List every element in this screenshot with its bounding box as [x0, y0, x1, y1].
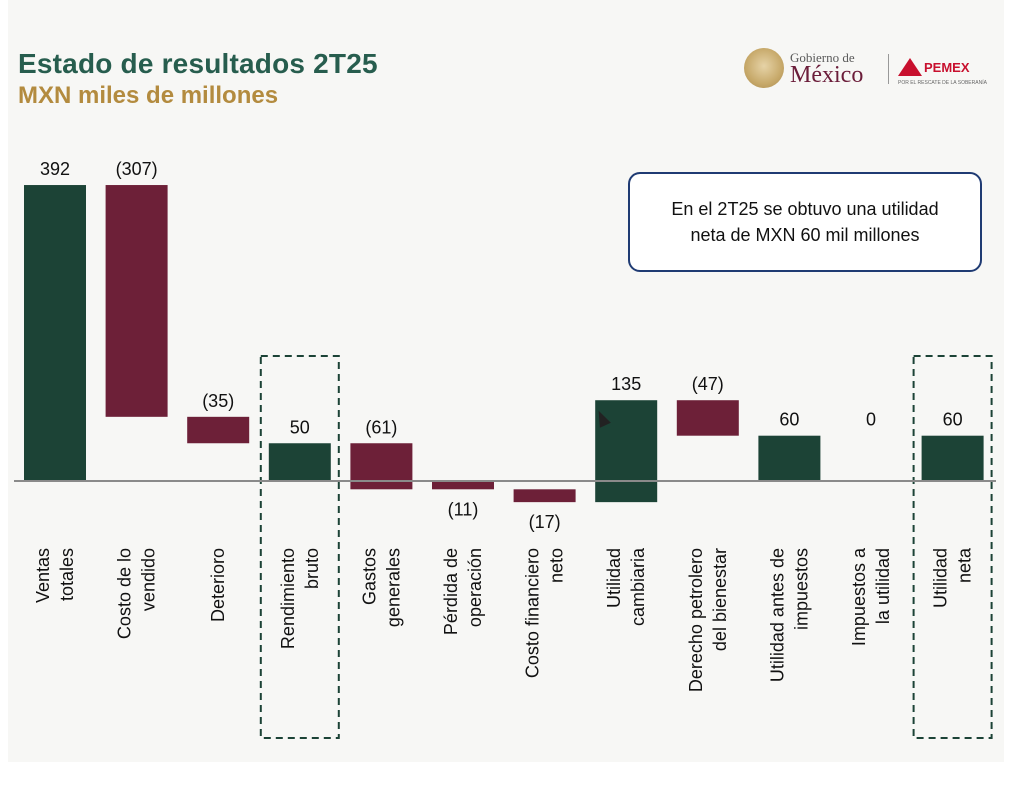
category-label-4: Gastos generales — [359, 548, 403, 627]
data-label-4: (61) — [365, 417, 397, 437]
category-label-line: Derecho petrolero — [686, 548, 706, 692]
category-label-line: del bienestar — [710, 548, 730, 651]
callout-box: En el 2T25 se obtuvo una utilidad neta d… — [628, 172, 982, 272]
bar-1 — [105, 185, 168, 417]
highlight-box-3 — [259, 355, 340, 739]
category-label-line: neto — [547, 548, 567, 583]
data-label-6: (17) — [529, 512, 561, 532]
bar-9 — [758, 435, 821, 481]
category-label-1: Costo de lo vendido — [115, 548, 159, 639]
pemex-label: PEMEX — [924, 60, 970, 75]
category-label-line: vendido — [139, 548, 159, 611]
category-label-line: neta — [955, 547, 975, 583]
highlight-box-11 — [912, 355, 993, 739]
category-label-line: Costo financiero — [523, 548, 543, 678]
category-label-line: Pérdida de — [441, 548, 461, 635]
screen-frame-left — [0, 0, 8, 800]
bar-5 — [432, 481, 494, 490]
data-label-10: 0 — [866, 410, 876, 430]
data-label-0: 392 — [40, 159, 70, 179]
category-label-line: cambiaria — [628, 547, 648, 626]
bar-0 — [24, 185, 86, 482]
gobierno-label: Gobierno de — [790, 50, 855, 65]
category-label-line: la utilidad — [873, 548, 893, 624]
data-label-1: (307) — [116, 159, 158, 179]
logo-group: Gobierno de México PEMEX POR EL RESCATE … — [744, 44, 994, 92]
category-label-line: Costo de lo — [115, 548, 135, 639]
category-label-line: operación — [465, 548, 485, 627]
category-label-line: Rendimiento — [278, 548, 298, 649]
mexico-seal-icon — [744, 48, 784, 88]
bar-2 — [187, 416, 250, 444]
category-label-line: Gastos — [359, 548, 379, 605]
category-label-2: Deterioro — [208, 548, 228, 622]
category-label-6: Costo financiero neto — [523, 548, 567, 678]
callout-text: En el 2T25 se obtuvo una utilidad neta d… — [671, 199, 939, 245]
data-label-5: (11) — [448, 499, 479, 519]
bar-7 — [595, 400, 658, 503]
category-label-line: totales — [57, 548, 77, 601]
category-label-11: Utilidad neta — [931, 547, 975, 608]
category-label-line: Utilidad — [931, 548, 951, 608]
category-label-7: Utilidad cambiaria — [604, 547, 648, 626]
pemex-tagline: POR EL RESCATE DE LA SOBERANÍA — [898, 80, 987, 86]
bar-6 — [513, 489, 576, 503]
bar-4 — [350, 443, 413, 490]
category-label-line: bruto — [302, 548, 322, 589]
category-label-9: Utilidad antes de impuestos — [767, 548, 811, 682]
logo-divider — [888, 54, 889, 84]
bar-3 — [268, 443, 331, 481]
mexico-label: México — [790, 62, 864, 88]
data-label-7: 135 — [611, 374, 641, 394]
page-title: Estado de resultados 2T25 — [18, 48, 378, 79]
category-label-line: Utilidad antes de — [767, 548, 787, 682]
screen-frame-right — [1004, 0, 1024, 800]
data-label-11: 60 — [943, 410, 963, 430]
category-label-8: Derecho petrolero del bienestar — [686, 548, 730, 692]
data-label-8: (47) — [692, 374, 724, 394]
category-label-line: Utilidad — [604, 548, 624, 608]
category-label-5: Pérdida de operación — [441, 548, 485, 635]
category-label-line: impuestos — [791, 548, 811, 630]
data-label-2: (35) — [202, 391, 234, 411]
data-label-3: 50 — [290, 417, 310, 437]
bar-11 — [921, 435, 984, 481]
category-label-line: Deterioro — [208, 548, 228, 622]
category-label-line: generales — [383, 548, 403, 627]
category-label-line: Impuestos a — [849, 547, 869, 646]
pemex-logo-icon — [898, 58, 922, 76]
data-label-9: 60 — [779, 410, 799, 430]
category-label-3: Rendimiento bruto — [278, 548, 322, 649]
category-label-0: Ventas totales — [33, 548, 77, 603]
page-subtitle: MXN miles de millones — [18, 82, 279, 109]
screen-frame-bottom — [0, 762, 1024, 800]
category-label-10: Impuestos a la utilidad — [849, 547, 893, 646]
bar-8 — [676, 400, 739, 436]
category-label-line: Ventas — [33, 548, 53, 603]
